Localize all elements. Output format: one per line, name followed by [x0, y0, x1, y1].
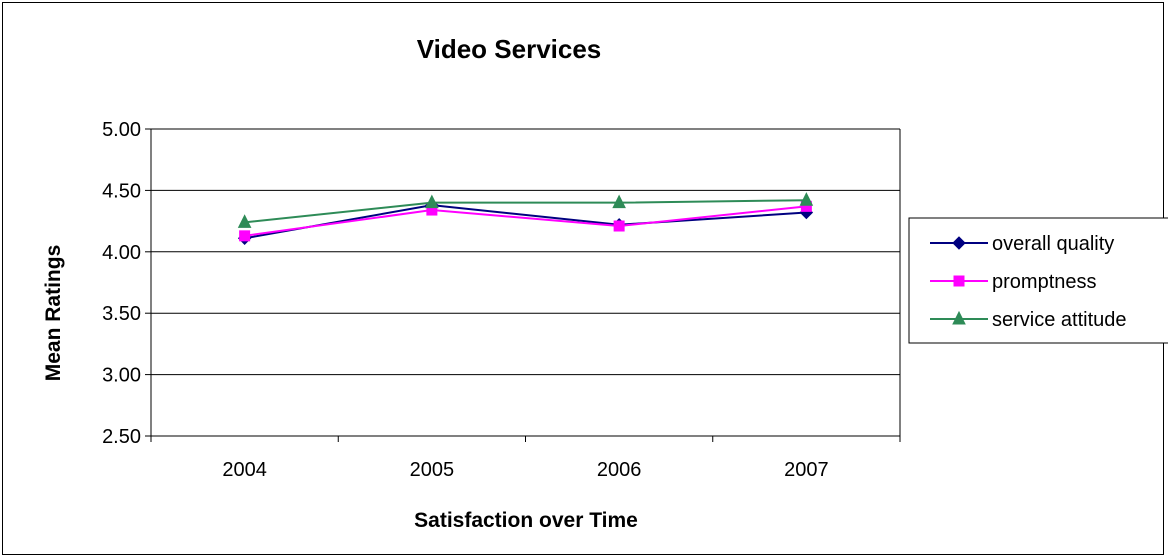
legend-label: service attitude [992, 309, 1127, 331]
legend-item: overall quality [930, 233, 1114, 255]
legend-label: overall quality [992, 233, 1114, 255]
x-tick-label: 2006 [597, 459, 642, 481]
y-tick-label: 4.00 [102, 242, 141, 264]
data-point [239, 230, 251, 242]
legend-item: service attitude [930, 309, 1127, 331]
legend-item: promptness [930, 271, 1097, 293]
series-2 [237, 192, 814, 228]
series-layer [237, 192, 814, 245]
data-point [613, 220, 625, 232]
series-line [244, 205, 807, 237]
y-tick-labels: 2.50 3.00 3.50 4.00 4.50 5.00 [102, 119, 141, 448]
y-axis-title: Mean Ratings [42, 245, 65, 382]
data-point [612, 194, 626, 209]
x-tick-label: 2004 [222, 459, 267, 481]
legend: overall quality promptness service attitud… [908, 217, 1168, 344]
plot-area [151, 129, 900, 436]
x-axis-title: Satisfaction over Time [414, 509, 638, 532]
y-tick-label: 3.50 [102, 303, 141, 325]
legend-marker [953, 275, 965, 287]
x-tick-label: 2005 [410, 459, 455, 481]
series-line [244, 204, 807, 240]
series-1 [239, 200, 812, 242]
legend-marker [952, 236, 966, 250]
y-tick-label: 4.50 [102, 180, 141, 202]
x-tick-labels: 2004 2005 2006 2007 [222, 459, 828, 481]
series-line [244, 199, 807, 224]
legend-marker [952, 310, 966, 325]
y-tick-label: 3.00 [102, 365, 141, 387]
chart-title: Video Services [417, 34, 602, 64]
x-tick-label: 2007 [784, 459, 829, 481]
legend-label: promptness [992, 271, 1097, 293]
y-tick-label: 2.50 [102, 426, 141, 448]
data-point [237, 214, 252, 228]
data-point [425, 194, 439, 209]
axes [145, 128, 901, 442]
y-tick-label: 5.00 [102, 119, 141, 141]
data-point [799, 192, 814, 206]
